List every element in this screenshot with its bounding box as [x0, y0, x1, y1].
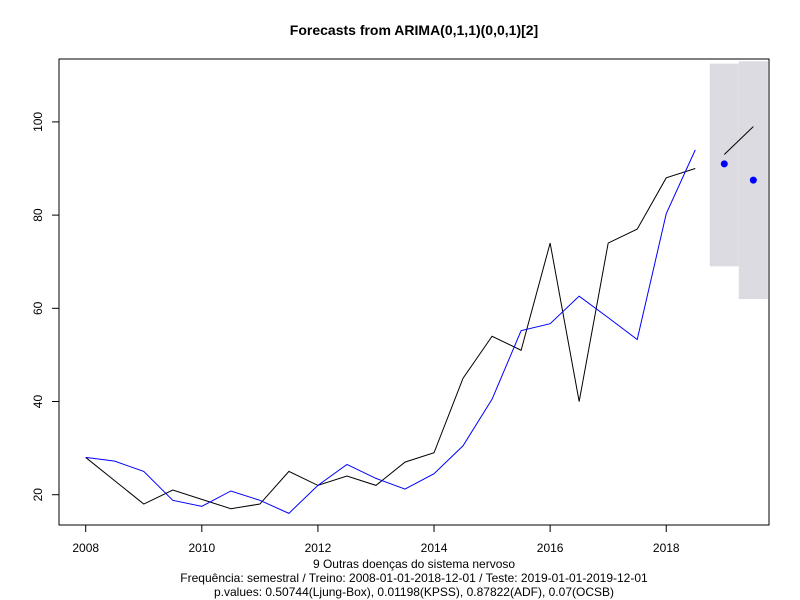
forecast-line [723, 126, 754, 155]
y-tick-label-40: 40 [31, 395, 45, 409]
series-line-2 [85, 149, 696, 514]
x-axis: 2008 2010 2012 2014 2016 2018 [72, 524, 680, 555]
x-tick-label-2014: 2014 [421, 541, 448, 555]
x-tick-label-2008: 2008 [72, 541, 99, 555]
x-tick-label-2010: 2010 [188, 541, 215, 555]
series-lines [85, 149, 696, 514]
y-tick-label-100: 100 [31, 112, 45, 132]
xlabel-line-3: p.values: 0.50744(Ljung-Box), 0.01198(KP… [214, 585, 614, 599]
chart-title: Forecasts from ARIMA(0,1,1)(0,0,1)[2] [290, 22, 538, 38]
x-tick-label-2012: 2012 [305, 541, 332, 555]
y-tick-label-60: 60 [31, 301, 45, 315]
y-tick-label-80: 80 [31, 208, 45, 222]
y-axis: 20 40 60 80 100 [31, 112, 60, 502]
x-tick-label-2018: 2018 [653, 541, 680, 555]
prediction-intervals [709, 61, 768, 299]
y-tick-label-20: 20 [31, 488, 45, 502]
test-point-2 [749, 176, 757, 184]
plot-frame [58, 58, 770, 526]
x-tick-label-2016: 2016 [537, 541, 564, 555]
series-line-1 [85, 168, 696, 510]
forecast-layer [720, 126, 757, 184]
xlabel-line-2: Frequência: semestral / Treino: 2008-01-… [180, 571, 648, 585]
xlabel-line-1: 9 Outras doenças do sistema nervoso [313, 557, 515, 571]
test-point-1 [720, 160, 728, 168]
